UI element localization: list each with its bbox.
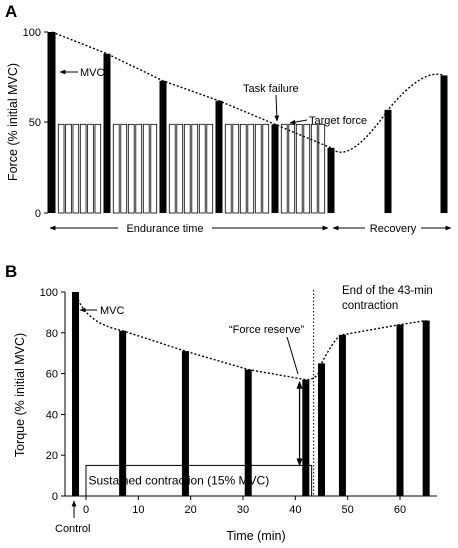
panel-a-mvc-bar — [215, 100, 223, 213]
panel-a-target-contraction — [310, 123, 318, 214]
panel-b-ytick-label: 40 — [46, 409, 58, 421]
panel-a: A Force (% initial MVC) 100 50 0 MVC Tas… — [5, 2, 452, 235]
panel-b-mvc-trend-line — [74, 291, 427, 381]
panel-b-ytick-label: 20 — [46, 450, 58, 462]
panel-b-x-ticks: 0 10 20 30 40 50 60 — [83, 496, 406, 516]
panel-a-target-contraction — [112, 123, 120, 214]
panel-a-target-contraction — [57, 123, 65, 214]
panel-b-ylabel: Torque (% initial MVC) — [13, 333, 27, 457]
panel-a-target-contraction — [303, 123, 311, 214]
panel-b-xtick-label: 50 — [342, 504, 354, 516]
panel-a-target-contraction — [65, 123, 72, 214]
panel-b-xtick-label: 40 — [289, 504, 301, 516]
panel-b-mvc-bar — [422, 320, 430, 496]
panel-a-task-failure-label: Task failure — [243, 83, 299, 95]
panel-a-mvc-bar — [440, 75, 448, 213]
panel-b: B Torque (% initial MVC) 0 20 40 60 80 100 0 1… — [5, 262, 437, 543]
panel-b-ytick-label: 60 — [46, 369, 58, 381]
panel-a-target-contraction — [254, 123, 262, 214]
panel-a-target-contraction — [247, 123, 255, 214]
panel-b-end-label-line2: contraction — [342, 300, 398, 312]
panel-a-target-contraction — [94, 123, 102, 214]
panel-a-target-contraction — [232, 123, 240, 214]
panel-a-ytick-100: 100 — [23, 27, 41, 39]
panel-a-target-contraction — [176, 123, 184, 214]
panel-b-mvc-bar — [318, 363, 325, 496]
panel-a-target-contraction — [318, 123, 326, 214]
panel-a-target-contraction — [135, 123, 143, 214]
panel-a-target-contraction — [198, 123, 206, 214]
panel-a-ylabel: Force (% initial MVC) — [6, 63, 20, 181]
panel-a-target-contraction — [183, 123, 191, 214]
panel-a-task-failure-arrow — [274, 94, 280, 122]
panel-a-recovery-label-bg — [365, 219, 421, 235]
panel-a-ytick-0: 0 — [35, 208, 41, 220]
panel-a-target-contraction — [168, 123, 176, 214]
panel-b-ytick-label: 80 — [46, 328, 58, 340]
panel-b-control-label: Control — [55, 523, 90, 535]
panel-a-target-contraction — [79, 123, 87, 214]
panel-b-mvc-bar — [302, 379, 310, 496]
panel-a-target-contraction — [288, 123, 296, 214]
panel-b-end-label-line1: End of the 43-min — [342, 285, 433, 297]
panel-a-target-force-arrow — [289, 119, 308, 125]
panel-b-force-reserve-label: “Force reserve” — [229, 324, 305, 336]
panel-a-target-contraction — [280, 123, 288, 214]
panel-a-target-force-label: Target force — [309, 115, 367, 127]
panel-a-target-contraction — [127, 123, 135, 214]
panel-b-xtick-label: 30 — [237, 504, 249, 516]
panel-a-label: A — [5, 2, 17, 21]
panel-a-target-contraction — [72, 123, 80, 214]
panel-b-ytick-label: 100 — [40, 287, 58, 299]
panel-a-endurance-label: Endurance time — [126, 223, 203, 235]
panel-b-mvc-bar — [338, 334, 346, 496]
panel-b-label: B — [5, 262, 17, 281]
panel-a-mvc-bar — [103, 53, 111, 213]
panel-a-target-contraction — [142, 123, 150, 214]
panel-a-target-contractions — [57, 123, 326, 214]
panel-a-endurance-label-bg — [118, 219, 212, 235]
panel-a-mvc-bar — [271, 124, 279, 213]
panel-a-target-contraction — [150, 123, 158, 214]
panel-b-mvc-bar — [396, 324, 404, 496]
panel-a-recovery-label: Recovery — [370, 223, 417, 235]
panel-a-target-contraction — [87, 123, 94, 214]
panel-b-mvc-bars — [72, 292, 430, 496]
panel-a-target-contraction — [295, 123, 303, 214]
panel-b-mvc-bar — [181, 351, 189, 496]
panel-a-target-contraction — [239, 123, 247, 214]
panel-b-xtick-label: 20 — [185, 504, 197, 516]
panel-b-y-ticks: 0 20 40 60 80 100 — [40, 287, 65, 503]
panel-a-target-contraction — [120, 123, 128, 214]
panel-a-target-contraction — [262, 123, 270, 214]
panel-a-target-contraction — [206, 123, 214, 214]
panel-a-mvc-bar — [48, 32, 56, 213]
panel-b-ytick-label: 0 — [52, 491, 58, 503]
panel-a-ytick-50: 50 — [29, 117, 41, 129]
panel-b-xtick-label: 60 — [394, 504, 406, 516]
panel-b-sustained-label: Sustained contraction (15% MVC) — [88, 474, 269, 488]
panel-b-xlabel: Time (min) — [226, 529, 285, 543]
panel-b-mvc-bar — [244, 369, 252, 496]
panel-a-target-contraction — [224, 123, 232, 214]
panel-a-target-contraction — [191, 123, 199, 214]
panel-b-mvc-label: MVC — [100, 305, 125, 317]
panel-b-xtick-label: 0 — [83, 504, 89, 516]
panel-a-mvc-bar — [159, 80, 167, 214]
panel-b-mvc-bar — [119, 330, 127, 496]
panel-b-mvc-bar — [72, 292, 80, 496]
panel-a-mvc-bars — [48, 32, 448, 214]
panel-b-xtick-label: 10 — [132, 504, 144, 516]
panel-a-mvc-label: MVC — [80, 67, 105, 79]
panel-a-mvc-bar — [384, 109, 392, 213]
panel-a-mvc-bar — [327, 147, 335, 213]
panel-b-force-reserve-pointer — [286, 336, 299, 375]
